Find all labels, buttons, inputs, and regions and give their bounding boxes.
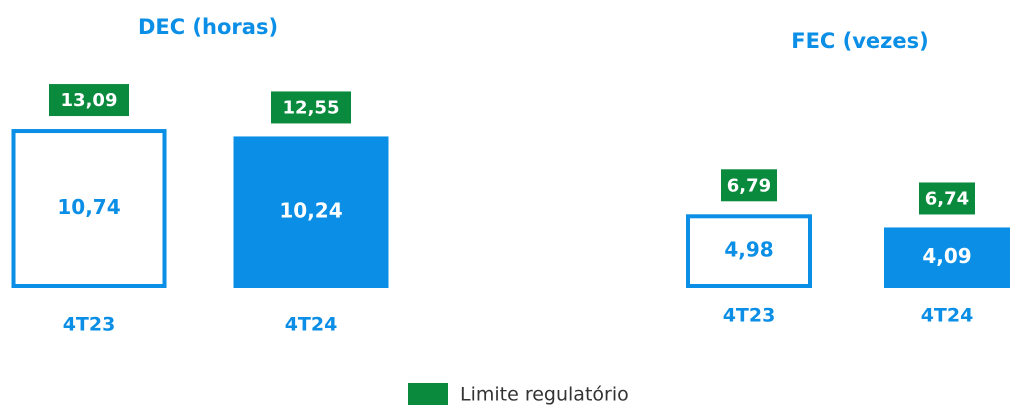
limit-box [919, 182, 975, 215]
bar [233, 136, 389, 288]
limit-label: 13,09 [61, 90, 118, 111]
limit-label: 6,79 [727, 175, 771, 196]
bar [11, 129, 167, 288]
bar [686, 214, 812, 289]
x-tick-label: 4T24 [285, 314, 338, 336]
limit-label: 6,74 [925, 188, 969, 209]
value-label: 10,24 [279, 199, 342, 223]
limit-box [271, 91, 351, 124]
limit-box [721, 169, 777, 202]
chart-title: DEC (horas) [138, 15, 278, 39]
value-label: 4,09 [922, 244, 971, 268]
bar [884, 227, 1010, 288]
chart-title: FEC (vezes) [791, 29, 929, 53]
x-tick-label: 4T23 [63, 314, 116, 336]
limit-box [49, 84, 129, 117]
legend-swatch [408, 383, 448, 405]
value-label: 10,74 [57, 195, 120, 219]
limit-label: 12,55 [283, 97, 340, 118]
legend-label: Limite regulatório [460, 384, 629, 406]
x-tick-label: 4T23 [723, 305, 776, 327]
x-tick-label: 4T24 [921, 305, 974, 327]
value-label: 4,98 [724, 238, 773, 262]
